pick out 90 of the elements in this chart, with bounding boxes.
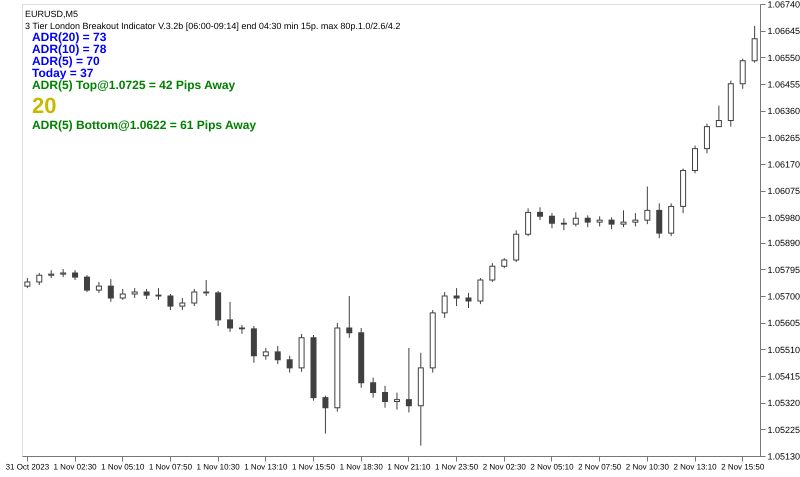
annotation: ADR(20) = 73 xyxy=(32,30,107,44)
annotation: 20 xyxy=(32,93,56,118)
x-tick-label: 1 Nov 05:10 xyxy=(101,462,145,472)
y-tick-label: 1.06170 xyxy=(768,160,800,170)
y-tick-label: 1.05795 xyxy=(768,264,800,275)
candlestick xyxy=(716,105,722,128)
candlestick xyxy=(227,301,234,332)
candlestick xyxy=(477,278,484,305)
y-tick-label: 1.06075 xyxy=(768,186,800,196)
candlestick xyxy=(167,294,174,311)
x-tick-label: 2 Nov 02:30 xyxy=(482,462,526,472)
candlestick xyxy=(96,281,102,294)
annotation: ADR(10) = 78 xyxy=(32,42,107,56)
x-tick-label: 1 Nov 07:50 xyxy=(148,462,193,472)
x-tick-label: 1 Nov 10:30 xyxy=(196,462,240,472)
candlestick xyxy=(644,186,650,225)
candlestick xyxy=(537,206,544,221)
candlestick xyxy=(560,218,567,231)
candlestick xyxy=(203,279,210,296)
candlestick xyxy=(179,297,186,311)
y-tick-label: 1.06455 xyxy=(768,80,800,90)
y-tick-label: 1.06265 xyxy=(768,132,800,143)
y-tick-label: 1.06645 xyxy=(768,26,800,36)
candlestick xyxy=(382,385,388,408)
y-tick-label: 1.05605 xyxy=(768,318,800,328)
candlestick xyxy=(36,272,42,286)
text: EURUSD,M5 xyxy=(25,9,78,19)
text: 3 Tier London Breakout Indicator V.3.2b [06:00-09:14] end 04:30 min 15p. max 80p.1.0/2.6/4.2 xyxy=(25,21,400,31)
candlestick xyxy=(525,208,532,237)
candlestick xyxy=(132,288,138,298)
y-tick-label: 1.05130 xyxy=(768,452,800,462)
candlestick xyxy=(24,278,30,289)
candlestick xyxy=(572,212,579,227)
candlestick xyxy=(370,377,376,398)
annotation: ADR(5) Bottom@1.0622 = 61 Pips Away xyxy=(32,118,256,132)
x-tick-label: 2 Nov 15:50 xyxy=(721,462,765,472)
annotation: Today = 37 xyxy=(32,66,94,80)
x-tick-label: 2 Nov 07:50 xyxy=(578,462,622,472)
annotation: ADR(5) = 70 xyxy=(32,54,100,68)
annotation: ADR(5) Top@1.0725 = 42 Pips Away xyxy=(32,78,236,92)
candlestick xyxy=(191,288,198,307)
y-tick-label: 1.05890 xyxy=(768,238,800,248)
y-tick-label: 1.06740 xyxy=(768,0,800,10)
candlestick xyxy=(406,347,412,413)
candlestick xyxy=(632,212,638,227)
candlestick xyxy=(108,278,114,302)
x-tick-label: 31 Oct 2023 xyxy=(6,462,50,472)
x-tick-label: 2 Nov 10:30 xyxy=(626,462,670,472)
candlestick xyxy=(692,144,698,174)
candlestick xyxy=(620,210,626,228)
candlestick xyxy=(442,292,448,318)
candlestick xyxy=(144,288,150,300)
y-tick-label: 1.05225 xyxy=(768,424,800,435)
candlestick xyxy=(656,202,662,239)
candlestick xyxy=(752,25,758,64)
x-tick-label: 1 Nov 21:10 xyxy=(387,462,432,472)
candlestick xyxy=(262,347,269,360)
candlestick xyxy=(704,123,710,154)
candlestick xyxy=(322,395,328,434)
x-tick-label: 1 Nov 13:10 xyxy=(244,462,288,472)
x-tick-label: 1 Nov 02:30 xyxy=(53,462,98,472)
candlestick xyxy=(156,288,162,300)
candlestick xyxy=(489,262,496,282)
candlestick xyxy=(608,216,615,230)
y-tick-label: 1.06550 xyxy=(768,52,800,63)
candlestick xyxy=(72,270,78,280)
y-tick-label: 1.05320 xyxy=(768,398,800,408)
y-tick-label: 1.06360 xyxy=(768,106,800,116)
candlestick xyxy=(346,295,352,338)
candlestick xyxy=(584,214,591,228)
candlestick xyxy=(596,216,603,227)
candlestick xyxy=(465,292,472,309)
candlestick xyxy=(394,392,400,410)
y-tick-label: 1.05700 xyxy=(768,291,800,302)
x-tick-label: 2 Nov 13:10 xyxy=(673,462,718,472)
x-tick-label: 1 Nov 18:30 xyxy=(340,462,384,472)
y-tick-label: 1.05415 xyxy=(768,371,800,382)
x-tick-label: 2 Nov 05:10 xyxy=(530,462,574,472)
x-tick-label: 1 Nov 23:50 xyxy=(435,462,479,472)
candlestick xyxy=(286,355,293,374)
candlestick xyxy=(501,258,508,269)
candlestick xyxy=(548,212,555,229)
candlestick xyxy=(120,288,126,300)
candlestick xyxy=(274,345,281,364)
y-tick-label: 1.05510 xyxy=(768,344,800,355)
y-tick-label: 1.05980 xyxy=(768,212,800,223)
candlestick xyxy=(454,288,460,307)
x-tick-label: 1 Nov 15:50 xyxy=(292,462,336,472)
candlestick xyxy=(740,58,746,90)
candlestick xyxy=(84,274,90,293)
